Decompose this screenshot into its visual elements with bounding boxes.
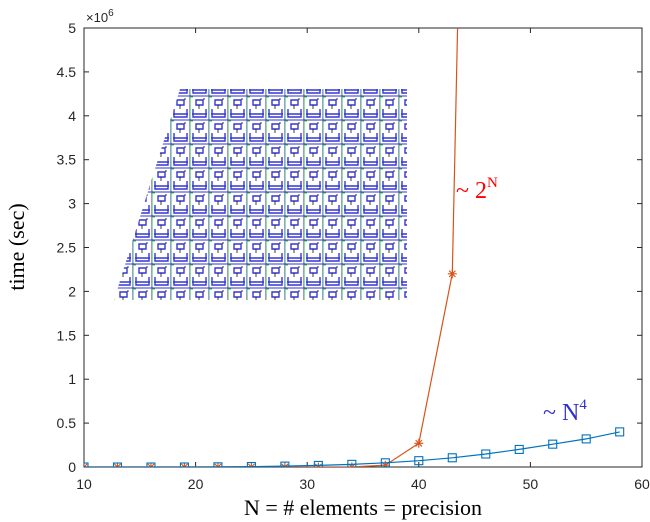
y-axis-title: time (sec)	[4, 203, 29, 290]
data-point-exp	[313, 462, 323, 467]
x-axis-title: N = # elements = precision	[244, 495, 482, 520]
data-point-poly	[146, 462, 156, 467]
annotation-polynomial-base: ~ N	[543, 400, 579, 426]
y-tick-label: 4.5	[57, 64, 77, 80]
y-tick-label: 5	[68, 20, 76, 36]
x-tick-label: 30	[299, 476, 315, 492]
y-tick-label: 4	[68, 108, 76, 124]
annotation-exponential-sup: N	[487, 175, 498, 191]
y-tick-label: 0	[68, 459, 76, 475]
y-tick-label: 1	[68, 371, 76, 387]
data-point-poly	[246, 462, 256, 467]
y-ticks: 0 0.5 1 1.5 2 2.5 3 3.5 4 4.5 5	[57, 20, 642, 475]
series-exp	[84, 28, 459, 467]
data-point-poly	[447, 453, 457, 463]
series-line-poly	[84, 431, 620, 467]
data-point-poly	[313, 460, 323, 467]
data-point-poly	[514, 444, 524, 454]
series-poly	[84, 427, 625, 467]
data-point-poly	[581, 434, 591, 444]
annotation-exponential: ~ 2N	[456, 175, 498, 204]
x-tick-label: 40	[411, 476, 427, 492]
data-point-poly	[112, 462, 123, 467]
x-tick-label: 50	[523, 476, 539, 492]
x-ticks: 10 20 30 40 50 60	[76, 28, 650, 492]
y-tick-label: 2	[68, 283, 76, 299]
data-point-poly	[179, 462, 189, 467]
y-tick-label: 2.5	[57, 240, 77, 256]
annotation-polynomial: ~ N4	[543, 397, 587, 426]
annotation-polynomial-sup: 4	[579, 397, 587, 413]
data-point-exp	[380, 460, 390, 467]
x-tick-label: 10	[76, 476, 92, 492]
data-point-poly	[280, 461, 290, 467]
data-point-poly	[213, 462, 223, 467]
y-exponent-label: ×106	[86, 8, 114, 25]
data-point-exp	[280, 462, 290, 467]
annotation-exponential-base: ~ 2	[456, 178, 487, 204]
data-point-poly	[380, 458, 390, 467]
data-point-poly	[347, 459, 357, 467]
data-point-poly	[615, 427, 625, 437]
data-point-poly	[548, 439, 558, 449]
series-layer	[84, 28, 625, 467]
y-tick-label: 3.5	[57, 152, 77, 168]
y-tick-label: 1.5	[57, 327, 77, 343]
data-point-exp	[414, 438, 424, 448]
y-tick-label: 0.5	[57, 415, 77, 431]
data-point-poly	[414, 456, 424, 466]
x-tick-label: 60	[634, 476, 650, 492]
circuit-diagram-inset	[114, 89, 407, 300]
x-tick-label: 20	[188, 476, 204, 492]
data-point-exp	[447, 269, 457, 279]
y-tick-label: 3	[68, 196, 76, 212]
data-point-poly	[481, 449, 491, 459]
